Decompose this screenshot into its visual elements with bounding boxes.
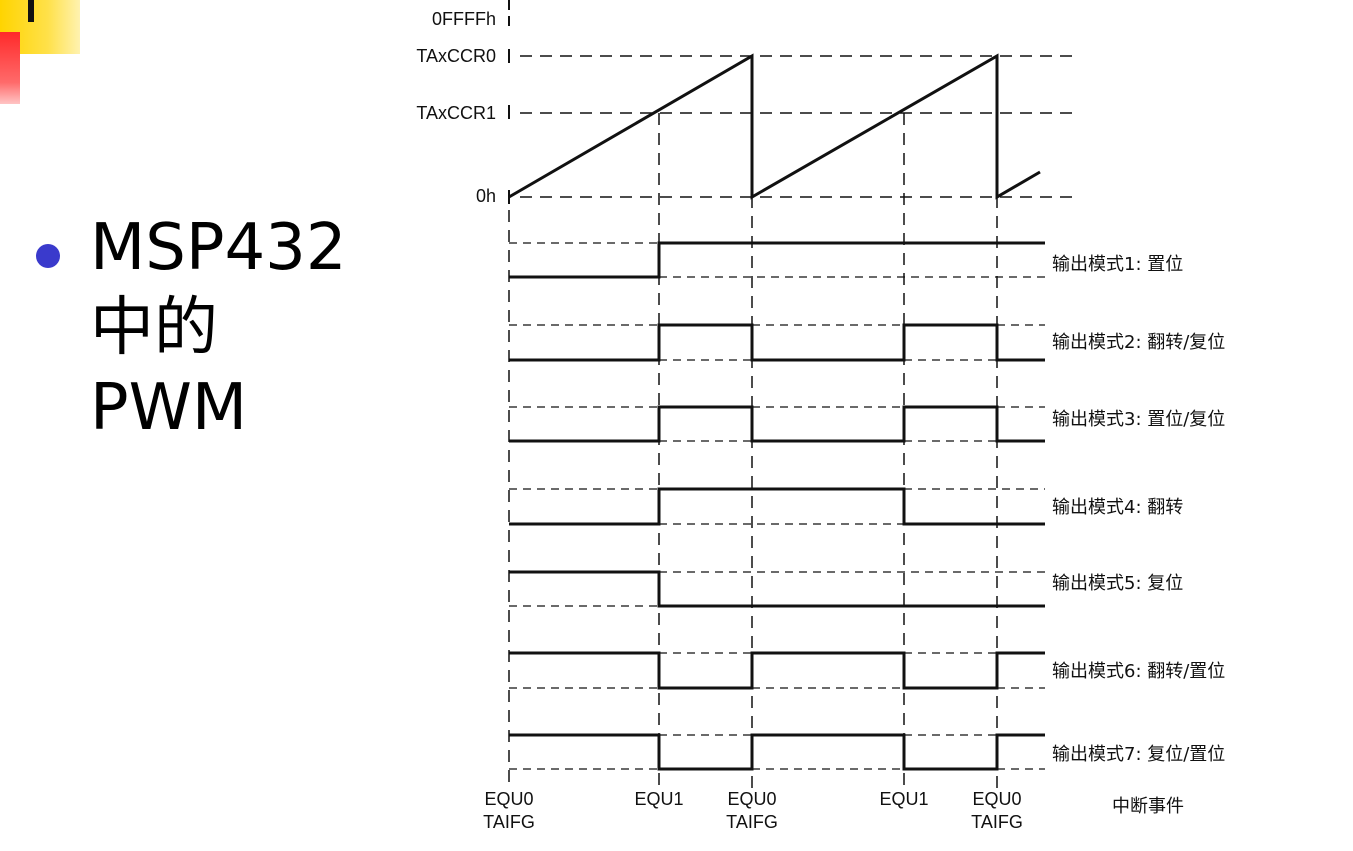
mode-label-5: 输出模式5: 复位 — [1052, 573, 1183, 594]
mode-label-3: 输出模式3: 置位/复位 — [1052, 409, 1225, 430]
waveform-mode-3 — [509, 405, 1045, 443]
mode-label-2: 输出模式2: 翻转/复位 — [1052, 332, 1225, 353]
level-label-ccr0: TAxCCR0 — [416, 46, 496, 66]
event-label-3: EQU0 — [727, 789, 776, 809]
waveform-mode-1 — [509, 241, 1045, 279]
title-line-2: 中的 — [90, 291, 218, 365]
mode-label-4: 输出模式4: 翻转 — [1052, 497, 1183, 518]
reference-lines — [520, 55, 1078, 198]
slide-title: MSP432 中的 PWM — [90, 208, 390, 448]
waveform-mode-5 — [509, 570, 1045, 608]
waveform-mode-2 — [509, 323, 1045, 362]
level-label-max: 0FFFFh — [432, 9, 496, 29]
title-line-1: MSP432 — [90, 211, 347, 285]
output-waveforms — [509, 241, 1045, 771]
bullet-icon — [36, 244, 60, 268]
mode-label-6: 输出模式6: 翻转/置位 — [1052, 661, 1225, 682]
event-label-5: EQU0 — [972, 789, 1021, 809]
event-caption: 中断事件 — [1112, 796, 1184, 817]
event-label-1: EQU0 — [484, 789, 533, 809]
mode-label-7: 输出模式7: 复位/置位 — [1052, 744, 1225, 765]
level-label-ccr1: TAxCCR1 — [416, 103, 496, 123]
timer-counter-ramp — [508, 53, 1041, 200]
title-line-3: PWM — [90, 371, 248, 445]
level-label-zero: 0h — [476, 186, 496, 206]
waveform-mode-7 — [509, 733, 1045, 771]
corner-decoration-bar — [28, 0, 34, 22]
waveform-mode-6 — [509, 651, 1045, 690]
waveform-mode-4 — [509, 487, 1045, 526]
event-sub-label-5: TAIFG — [971, 812, 1023, 832]
event-label-4: EQU1 — [879, 789, 928, 809]
output-level-references — [509, 242, 1045, 770]
event-label-2: EQU1 — [634, 789, 683, 809]
event-sub-label-1: TAIFG — [483, 812, 535, 832]
mode-label-1: 输出模式1: 置位 — [1052, 254, 1183, 275]
corner-decoration-red — [0, 32, 20, 104]
event-sub-label-3: TAIFG — [726, 812, 778, 832]
